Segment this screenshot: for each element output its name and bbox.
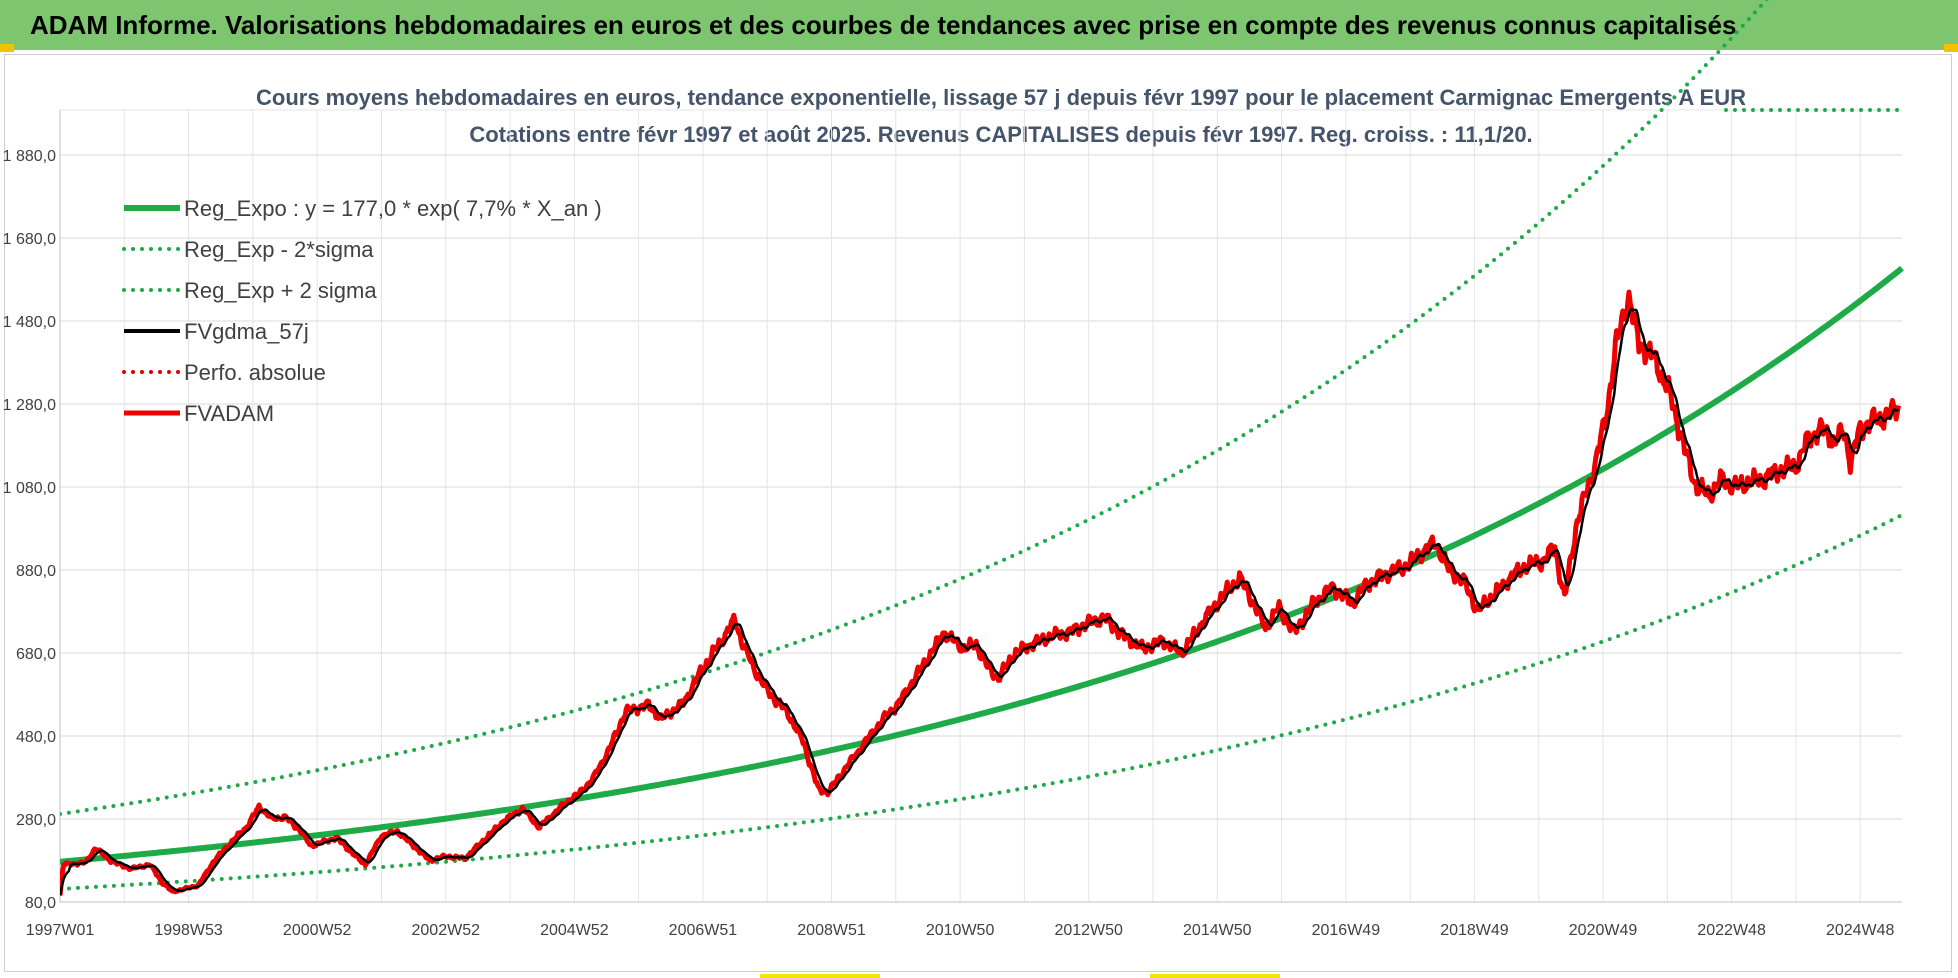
x-tick-label: 1998W53 <box>154 922 223 939</box>
x-tick-label: 2012W50 <box>1054 922 1123 939</box>
x-tick-label: 2008W51 <box>797 922 866 939</box>
y-tick-label: 1 880,0 <box>3 148 56 165</box>
x-tick-label: 2006W51 <box>669 922 738 939</box>
y-tick-label: 1 480,0 <box>3 314 56 331</box>
y-tick-label: 480,0 <box>16 729 56 746</box>
bottom-accent-1 <box>760 974 880 978</box>
y-tick-label: 1 680,0 <box>3 231 56 248</box>
legend-label: FVADAM <box>184 401 274 426</box>
series-line-reg-plus-2sigma <box>60 0 1769 816</box>
y-tick-label: 880,0 <box>16 563 56 580</box>
legend-label: Reg_Exp + 2 sigma <box>184 278 377 303</box>
y-tick-label: 680,0 <box>16 646 56 663</box>
chart-title: Cours moyens hebdomadaires en euros, ten… <box>256 85 1746 110</box>
x-tick-label: 2002W52 <box>412 922 481 939</box>
x-tick-label: 2016W49 <box>1312 922 1381 939</box>
corner-marker-left <box>0 44 14 52</box>
y-tick-label: 280,0 <box>16 812 56 829</box>
legend-label: Reg_Expo : y = 177,0 * exp( 7,7% * X_an … <box>184 196 602 221</box>
y-tick-label: 1 280,0 <box>3 397 56 414</box>
report-banner-title: ADAM Informe. Valorisations hebdomadaire… <box>30 10 1737 40</box>
corner-marker-right <box>1944 44 1958 52</box>
legend-label: FVgdma_57j <box>184 319 309 344</box>
x-tick-label: 1997W01 <box>26 922 95 939</box>
x-tick-label: 2014W50 <box>1183 922 1252 939</box>
chart-subtitle: Cotations entre févr 1997 et août 2025. … <box>469 122 1532 147</box>
chart-frame <box>4 54 1952 972</box>
x-tick-label: 2000W52 <box>283 922 352 939</box>
series-line-fvadam <box>60 289 1901 896</box>
x-tick-label: 2004W52 <box>540 922 609 939</box>
legend-label: Reg_Exp - 2*sigma <box>184 237 374 262</box>
x-tick-label: 2018W49 <box>1440 922 1509 939</box>
x-tick-label: 2024W48 <box>1826 922 1895 939</box>
x-tick-label: 2022W48 <box>1697 922 1766 939</box>
series-line-fvgdma-57j <box>60 307 1900 896</box>
report-banner: ADAM Informe. Valorisations hebdomadaire… <box>0 0 1958 50</box>
legend-label: Perfo. absolue <box>184 360 326 385</box>
x-tick-label: 2020W49 <box>1569 922 1638 939</box>
y-tick-label: 1 080,0 <box>3 480 56 497</box>
series-line-reg-expo <box>60 265 1904 865</box>
x-tick-label: 2010W50 <box>926 922 995 939</box>
y-tick-label: 80,0 <box>25 895 56 912</box>
bottom-accent-2 <box>1150 974 1280 978</box>
series-line-reg-minus-2sigma <box>60 513 1904 891</box>
